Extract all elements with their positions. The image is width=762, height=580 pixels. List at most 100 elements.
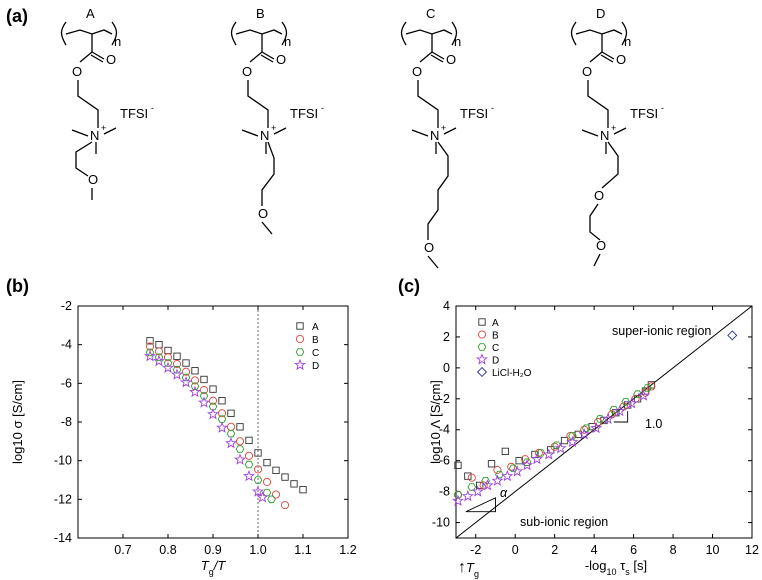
plot-b-series-a bbox=[146, 337, 307, 494]
subscript-n-D: n bbox=[624, 34, 631, 49]
plot-b-point-c bbox=[244, 460, 254, 469]
plot-c-xtick-label: 4 bbox=[591, 543, 598, 557]
plot-b-point-b bbox=[235, 437, 245, 446]
plot-c-legend-marker-b bbox=[477, 330, 487, 339]
plot-b-point-a bbox=[191, 367, 199, 375]
plot-c-point-c bbox=[609, 405, 619, 414]
plot-b-point-a bbox=[254, 449, 262, 457]
structure-C: C n O O N + TFSI - O bbox=[400, 6, 494, 269]
plot-c-legend-label-d: D bbox=[492, 356, 499, 367]
plot-c-series-d bbox=[451, 389, 650, 506]
plot-c-series-a bbox=[454, 381, 656, 490]
plot-b-point-a bbox=[164, 346, 172, 355]
panel-a-label: (a) bbox=[6, 6, 28, 26]
plot-c-point-c bbox=[595, 415, 605, 423]
panel-c-label: (c) bbox=[398, 276, 420, 296]
anion-charge-A: - bbox=[151, 103, 154, 113]
plot-b-series-d bbox=[144, 349, 269, 503]
plot-c-point-d bbox=[530, 452, 543, 465]
slope-label: 1.0 bbox=[645, 417, 662, 431]
carbonyl-o-B: O bbox=[276, 52, 286, 67]
plot-b-point-a bbox=[209, 385, 217, 393]
plot-c-legend-marker-d bbox=[476, 353, 488, 365]
plot-c-series-c bbox=[453, 384, 652, 499]
plot-c-point-d bbox=[613, 404, 626, 417]
plot-c-point-d bbox=[501, 469, 514, 482]
plot-b-legend-marker-b bbox=[295, 334, 305, 344]
charge-C: + bbox=[441, 123, 446, 133]
n-atom-A: N bbox=[90, 128, 99, 143]
tg-marker: ↑Tg bbox=[458, 559, 479, 579]
plot-c-ytick-label: -10 bbox=[432, 516, 450, 530]
plot-b-legend-label-a: A bbox=[312, 322, 319, 333]
plot-b-point-a bbox=[182, 359, 190, 367]
panel-b: (b) 0.7 0.8 0.9 1.0 1.1 1.2-2-4-6-8-10-12-14 … bbox=[6, 276, 357, 577]
structure-label-A: A bbox=[86, 6, 95, 21]
structure-B: B n O O N + TFSI - O bbox=[230, 6, 324, 235]
plot-b-legend-label-b: B bbox=[312, 335, 319, 346]
plot-c-point-c bbox=[453, 490, 463, 499]
panel-c: (c) -2 0 2 4 6 8 10 12 4 2 0 -2 -4 -6 -8 -10 ABCDLiCl-H… bbox=[398, 276, 759, 579]
plot-c-ytick-label: -4 bbox=[439, 423, 450, 437]
plot-c-ylabel: log10 Λ [S/cm] bbox=[428, 380, 443, 464]
plot-c-xtick-label: 0 bbox=[512, 543, 519, 557]
plot-b-point-b bbox=[172, 359, 182, 369]
plot-b-point-d bbox=[171, 368, 183, 380]
subscript-n-C: n bbox=[454, 34, 461, 49]
plot-c-legend-label-licl-h2o: LiCl-H₂O bbox=[492, 368, 532, 379]
plot-c-point-c bbox=[467, 483, 477, 491]
subscript-n-A: n bbox=[114, 34, 121, 49]
plot-b-point-d bbox=[225, 436, 237, 449]
plot-b-point-d bbox=[243, 469, 255, 482]
plot-b-ticks: 0.7 0.8 0.9 1.0 1.1 1.2 -2 -4 -6 -8 -10 -12 -14 bbox=[54, 299, 357, 557]
plot-c-point-a bbox=[476, 481, 484, 490]
plot-b-ytick-label: -8 bbox=[61, 415, 72, 429]
plot-b-xtick-label: 0.9 bbox=[204, 543, 221, 557]
plot-c-point-b bbox=[467, 473, 476, 482]
carbonyl-o-D: O bbox=[616, 52, 626, 67]
ester-o-C: O bbox=[412, 64, 422, 79]
plot-c-point-d bbox=[491, 474, 504, 486]
plot-c-ytick-label: 2 bbox=[443, 330, 450, 344]
plot-b-point-a bbox=[146, 337, 154, 345]
plot-c-point-a bbox=[464, 472, 472, 480]
plot-c-legend-marker-a bbox=[478, 318, 486, 326]
subscript-n-B: n bbox=[284, 34, 291, 49]
plot-b-point-c bbox=[154, 353, 164, 361]
plot-b-point-b bbox=[244, 451, 254, 460]
plot-c-point-d bbox=[625, 397, 638, 409]
plot-c-point-d bbox=[578, 428, 591, 440]
plot-b-point-d bbox=[144, 349, 156, 362]
plot-c-point-c bbox=[495, 470, 504, 479]
plot-b-xtick-label: 1.0 bbox=[249, 543, 266, 557]
ester-o-D: O bbox=[582, 64, 592, 79]
plot-b-xtick-label: 1.2 bbox=[339, 543, 356, 557]
plot-b-point-c bbox=[262, 488, 272, 497]
n-atom-C: N bbox=[430, 128, 439, 143]
plot-b-point-a bbox=[173, 352, 181, 360]
plot-c-reference-layer bbox=[455, 305, 753, 539]
plot-c-legend-label-b: B bbox=[492, 331, 499, 342]
plot-c-point-a bbox=[501, 447, 509, 456]
plot-c-point-b bbox=[493, 465, 502, 474]
plot-c-point-a bbox=[560, 436, 569, 445]
plot-c-point-c bbox=[568, 432, 577, 440]
plot-b-point-a bbox=[227, 409, 235, 417]
anion-D: TFSI bbox=[630, 106, 658, 121]
plot-b-point-a bbox=[155, 341, 163, 349]
plot-c-ytick-label: -2 bbox=[439, 392, 450, 406]
plot-c-series-licl-h2o bbox=[727, 330, 738, 341]
plot-b-series-c bbox=[145, 348, 276, 504]
n-atom-D: N bbox=[600, 128, 609, 143]
anion-C: TFSI bbox=[460, 106, 488, 121]
plot-c-point-licl-h2o bbox=[727, 330, 738, 341]
plot-c-legend-marker-c bbox=[477, 343, 487, 351]
plot-c-point-c bbox=[581, 424, 591, 432]
plot-b-point-d bbox=[198, 396, 210, 408]
plot-b-point-b bbox=[163, 353, 173, 362]
plot-c-xtick-label: 2 bbox=[551, 543, 558, 557]
plot-b-point-c bbox=[208, 402, 218, 411]
plot-b-point-b bbox=[181, 367, 191, 376]
plot-c-point-a bbox=[454, 461, 462, 469]
